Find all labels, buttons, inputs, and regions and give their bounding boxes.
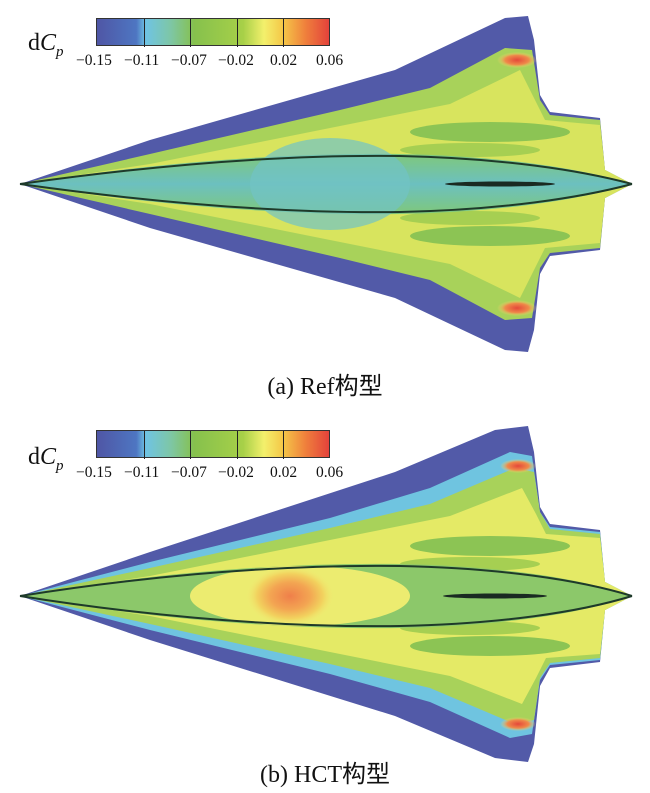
colorbar-tick-mark [190,19,191,47]
colorbar-tick-mark [144,19,145,47]
colorbar-tick-label: 0.06 [316,464,344,481]
ref-pressure-contour [19,16,633,352]
panel-hct: dCp −0.15 −0.11 −0.07 −0.02 0.02 0.06 (b… [0,412,650,793]
colorbar-tick-label: −0.15 [76,52,112,69]
colorbar-tick-label: −0.07 [171,52,207,69]
colorbar-symbol-base: d [28,444,40,470]
colorbar-tick-mark [237,19,238,47]
caption-hct: (b) HCT构型 [260,762,390,788]
colorbar-symbol-var: C [40,444,57,470]
colorbar-tick-label: −0.07 [171,464,207,481]
hct-pressure-contour [19,426,633,762]
panel-ref: dCp −0.15 −0.11 −0.07 −0.02 0.02 0.06 (a… [0,0,650,400]
caption-ref: (a) Ref构型 [267,374,383,400]
colorbar-tick-label: −0.02 [218,464,254,481]
colorbar-tick-mark [237,431,238,459]
colorbar-tick-mark [283,431,284,459]
colorbar-tick-label: 0.02 [270,52,298,69]
colorbar-symbol: dCp [28,444,64,475]
colorbar-symbol-var: C [40,30,57,56]
colorbar-tick-mark [144,431,145,459]
colorbar-tick-mark [283,19,284,47]
colorbar-symbol-sub: p [56,458,64,474]
colorbar [96,430,330,459]
colorbar-tick-label: −0.15 [76,464,112,481]
colorbar-tick-label: 0.02 [270,464,298,481]
colorbar-tick-label: −0.11 [124,52,160,69]
colorbar-tick-label: −0.02 [218,52,254,69]
colorbar-symbol: dCp [28,30,64,61]
colorbar-symbol-sub: p [56,44,64,60]
colorbar-tick-mark [190,431,191,459]
colorbar-symbol-base: d [28,30,40,56]
colorbar-tick-label: −0.11 [124,464,160,481]
colorbar [96,18,330,47]
colorbar-tick-label: 0.06 [316,52,344,69]
